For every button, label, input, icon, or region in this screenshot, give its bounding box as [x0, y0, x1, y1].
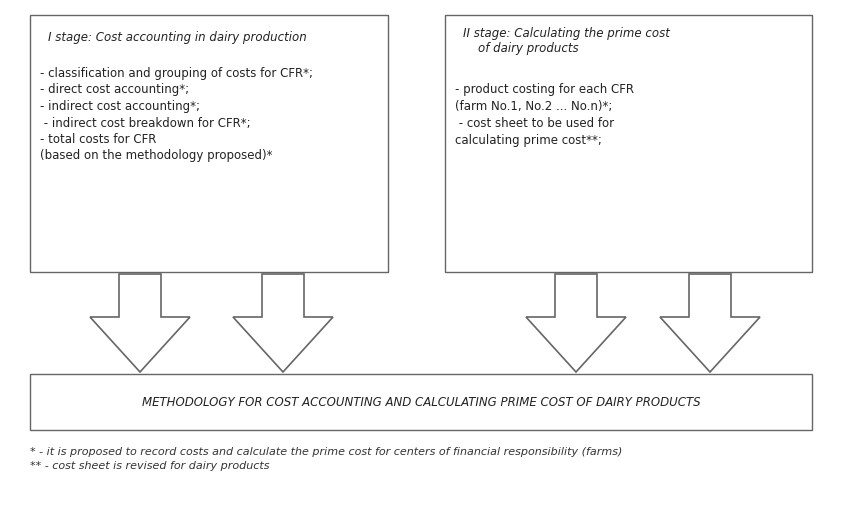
Text: (farm No.1, No.2 ... No.n)*;: (farm No.1, No.2 ... No.n)*; [455, 100, 612, 113]
Text: calculating prime cost**;: calculating prime cost**; [455, 134, 602, 147]
Text: - classification and grouping of costs for CFR*;: - classification and grouping of costs f… [40, 67, 313, 80]
Text: * - it is proposed to record costs and calculate the prime cost for centers of f: * - it is proposed to record costs and c… [30, 447, 622, 457]
FancyBboxPatch shape [30, 374, 812, 430]
Text: - indirect cost breakdown for CFR*;: - indirect cost breakdown for CFR*; [40, 117, 251, 130]
FancyBboxPatch shape [30, 15, 388, 272]
Text: - total costs for CFR: - total costs for CFR [40, 133, 157, 146]
Text: METHODOLOGY FOR COST ACCOUNTING AND CALCULATING PRIME COST OF DAIRY PRODUCTS: METHODOLOGY FOR COST ACCOUNTING AND CALC… [141, 395, 701, 409]
Text: - product costing for each CFR: - product costing for each CFR [455, 83, 634, 96]
Text: - indirect cost accounting*;: - indirect cost accounting*; [40, 100, 200, 113]
Text: - direct cost accounting*;: - direct cost accounting*; [40, 83, 189, 96]
Text: ** - cost sheet is revised for dairy products: ** - cost sheet is revised for dairy pro… [30, 461, 269, 471]
Text: (based on the methodology proposed)*: (based on the methodology proposed)* [40, 150, 273, 162]
Text: I stage: Cost accounting in dairy production: I stage: Cost accounting in dairy produc… [48, 31, 306, 44]
Text: - cost sheet to be used for: - cost sheet to be used for [455, 117, 614, 130]
Text: II stage: Calculating the prime cost
    of dairy products: II stage: Calculating the prime cost of … [463, 27, 670, 55]
FancyBboxPatch shape [445, 15, 812, 272]
